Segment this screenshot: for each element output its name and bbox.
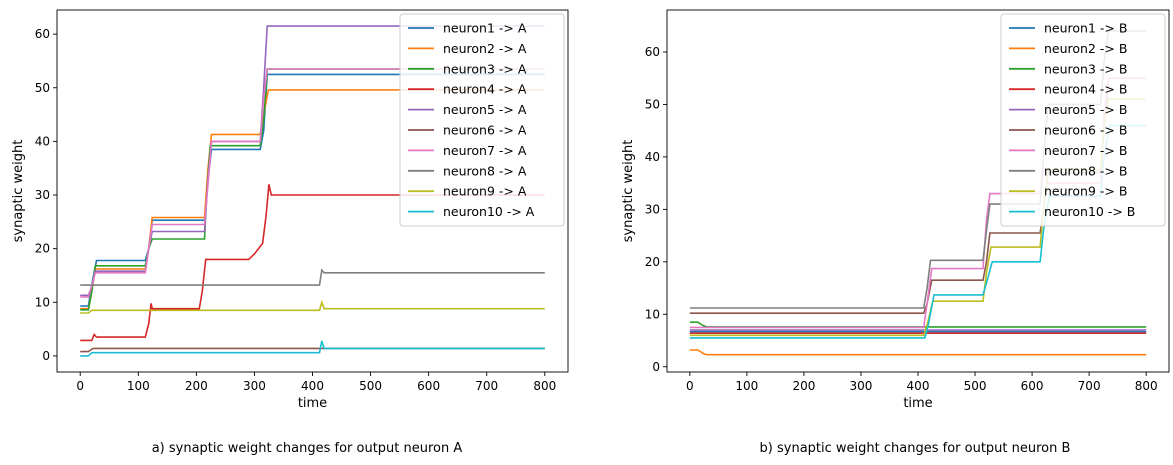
x-tick-label: 500	[964, 379, 987, 393]
x-tick-label: 100	[127, 379, 150, 393]
y-tick-label: 0	[652, 360, 660, 374]
series-line-4	[80, 184, 545, 342]
x-tick-label: 600	[1021, 379, 1044, 393]
legend-entry-4: neuron4 -> A	[443, 82, 527, 97]
legend-entry-3: neuron3 -> B	[1044, 61, 1127, 76]
y-tick-label: 40	[645, 150, 660, 164]
series-line-9	[80, 299, 545, 314]
legend: neuron1 -> B neuron2 -> B neuron3 -> B neur…	[1000, 13, 1166, 227]
legend-entry-6: neuron6 -> A	[443, 123, 527, 138]
x-tick-label: 100	[735, 379, 758, 393]
legend-entry-1: neuron1 -> A	[443, 21, 527, 36]
x-tick-label: 400	[907, 379, 930, 393]
series-line-7	[80, 68, 545, 298]
legend-entry-10: neuron10 -> A	[443, 204, 535, 219]
legend-entry-1: neuron1 -> B	[1044, 21, 1127, 36]
series-line-2	[689, 349, 1147, 356]
legend-entry-8: neuron8 -> A	[443, 163, 527, 178]
series-line-10	[80, 340, 545, 357]
legend-entry-4: neuron4 -> B	[1044, 82, 1127, 97]
series-line-3	[689, 321, 1147, 328]
x-tick-label: 400	[301, 379, 324, 393]
x-tick-label: 200	[792, 379, 815, 393]
x-tick-label: 700	[475, 379, 498, 393]
legend: neuron1 -> A neuron2 -> A neuron3 -> A neur…	[399, 13, 565, 227]
legend-entry-8: neuron8 -> B	[1044, 163, 1127, 178]
x-tick-label: 0	[76, 379, 84, 393]
series-line-8	[80, 268, 545, 286]
x-tick-label: 300	[850, 379, 873, 393]
y-tick-label: 0	[42, 349, 50, 363]
legend-box	[399, 13, 565, 227]
y-tick-label: 60	[35, 27, 50, 41]
x-tick-label: 700	[1078, 379, 1101, 393]
x-tick-label: 500	[359, 379, 382, 393]
legend-entry-5: neuron5 -> A	[443, 102, 527, 117]
legend-entry-7: neuron7 -> A	[443, 143, 527, 158]
y-tick-label: 30	[35, 188, 50, 202]
y-tick-label: 60	[645, 45, 660, 59]
x-axis-label: time	[903, 396, 932, 411]
x-tick-label: 200	[185, 379, 208, 393]
y-tick-label: 50	[35, 81, 50, 95]
series-line-3	[80, 68, 545, 311]
y-axis-label: synaptic weight	[11, 140, 26, 243]
x-tick-label: 600	[417, 379, 440, 393]
y-tick-label: 40	[35, 134, 50, 148]
legend-entry-3: neuron3 -> A	[443, 61, 527, 76]
y-tick-label: 50	[645, 97, 660, 111]
legend-entry-2: neuron2 -> B	[1044, 41, 1127, 56]
legend-entry-10: neuron10 -> B	[1044, 204, 1135, 219]
legend-box	[1000, 13, 1166, 227]
y-tick-label: 30	[645, 202, 660, 216]
plot-a: 0 100 200 300 400 500 600 700 800 0 10 20 30 40 50 60 ti…	[11, 9, 569, 411]
legend-entry-7: neuron7 -> B	[1044, 143, 1127, 158]
caption-b: b) synaptic weight changes for output ne…	[760, 441, 1071, 456]
y-tick-label: 10	[645, 307, 660, 321]
x-tick-label: 300	[243, 379, 266, 393]
caption-a: a) synaptic weight changes for output ne…	[152, 441, 463, 456]
legend-entry-9: neuron9 -> B	[1044, 184, 1127, 199]
legend-entry-2: neuron2 -> A	[443, 41, 527, 56]
x-tick-label: 800	[533, 379, 556, 393]
x-tick-label: 0	[686, 379, 694, 393]
y-tick-label: 20	[35, 242, 50, 256]
series-line-6	[80, 347, 545, 353]
legend-entry-5: neuron5 -> B	[1044, 102, 1127, 117]
x-axis-label: time	[298, 396, 327, 411]
y-axis-label: synaptic weight	[621, 140, 636, 243]
plot-b: 0 100 200 300 400 500 600 700 800 0 10 20 30 40 50 60 ti…	[621, 9, 1170, 411]
y-tick-label: 10	[35, 295, 50, 309]
y-tick-label: 20	[645, 255, 660, 269]
x-tick-label: 800	[1135, 379, 1158, 393]
legend-entry-9: neuron9 -> A	[443, 184, 527, 199]
legend-entry-6: neuron6 -> B	[1044, 123, 1127, 138]
